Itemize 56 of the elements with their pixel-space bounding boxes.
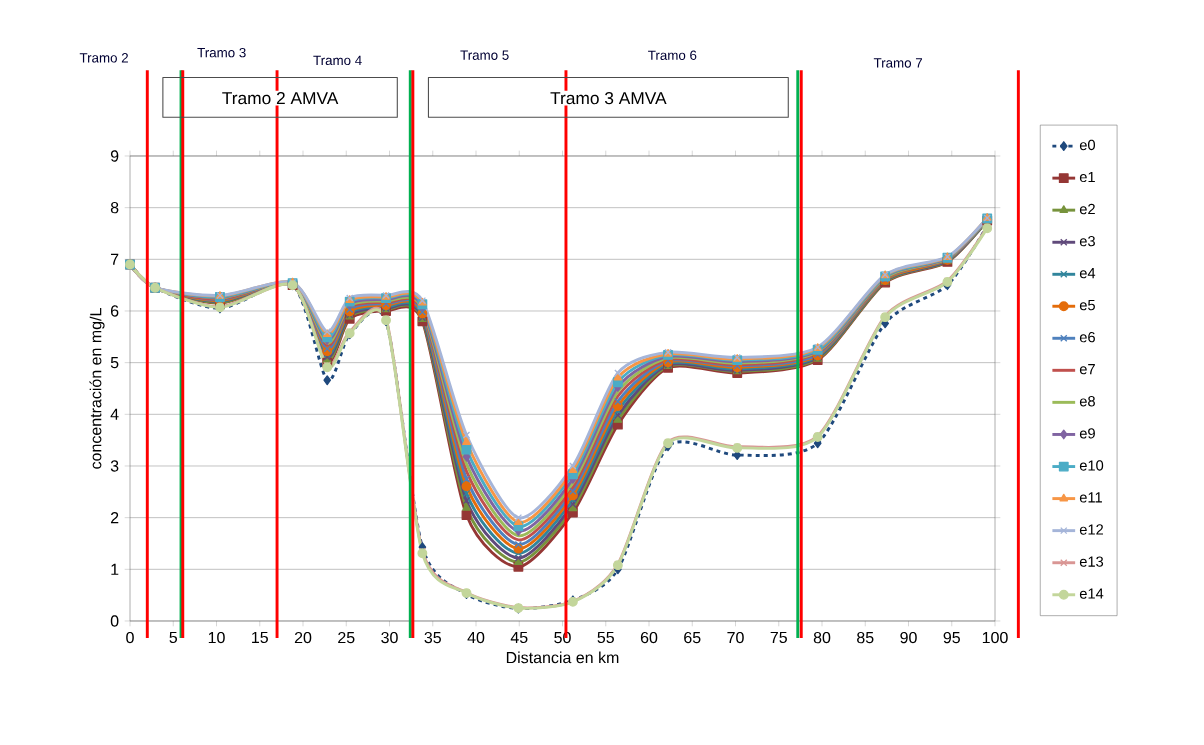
x-tick-label: 90	[900, 631, 917, 644]
text: Tramo 2	[79, 53, 128, 63]
y-axis-title: concentración en mg/L	[89, 308, 105, 469]
x-tick-label: 55	[597, 631, 614, 644]
legend-label: e12	[1079, 524, 1104, 535]
legend-label: e5	[1079, 300, 1095, 311]
text: Tramo 2 AMVA	[222, 91, 339, 105]
x-tick-label: 10	[208, 631, 225, 644]
y-tick-label: 7	[110, 253, 119, 265]
text: Tramo 7	[873, 58, 923, 68]
x-tick-label: 60	[640, 631, 658, 644]
legend-label: e8	[1079, 396, 1095, 407]
legend-label: e0	[1079, 139, 1095, 151]
y-tick-label: 9	[110, 150, 119, 162]
x-tick-label: 30	[381, 631, 398, 644]
legend-label: e14	[1079, 588, 1104, 599]
text: Tramo 3	[197, 47, 246, 58]
x-axis-title: Distancia en km	[506, 651, 619, 664]
y-tick-label: 1	[111, 563, 119, 575]
y-tick-label: 2	[110, 512, 119, 524]
y-tick-label: 8	[110, 202, 119, 214]
legend-label: e4	[1079, 268, 1096, 279]
legend-label: e9	[1079, 428, 1095, 439]
x-tick-label: 80	[813, 631, 831, 644]
legend-label: e1	[1079, 171, 1095, 183]
y-tick-label: 0	[110, 615, 119, 627]
x-tick-label: 65	[684, 631, 701, 644]
y-tick-label: 5	[110, 357, 119, 369]
x-tick-label: 70	[727, 631, 744, 644]
x-tick-label: 45	[510, 631, 528, 644]
x-tick-label: 95	[943, 631, 960, 644]
text: Tramo 5	[460, 50, 509, 60]
y-tick-label: 6	[110, 305, 119, 317]
text: Tramo 3 AMVA	[550, 91, 667, 105]
x-tick-label: 85	[857, 631, 874, 644]
x-tick-label: 35	[424, 631, 441, 644]
legend-label: e7	[1079, 364, 1095, 375]
x-tick-label: 20	[294, 631, 312, 644]
legend-label: e6	[1079, 331, 1095, 343]
legend-label: e3	[1079, 235, 1095, 247]
x-tick-label: 75	[770, 631, 787, 644]
y-tick-label: 4	[110, 408, 119, 420]
x-tick-label: 15	[252, 631, 268, 644]
legend-label: e11	[1079, 492, 1102, 503]
y-tick-label: 3	[110, 460, 119, 472]
x-tick-label: 25	[338, 631, 355, 644]
text: Tramo 4	[313, 55, 362, 66]
legend-label: e10	[1079, 460, 1104, 471]
x-tick-label: 50	[554, 631, 571, 644]
x-tick-label: 100	[982, 631, 1008, 644]
x-tick-label: 40	[467, 631, 485, 644]
text: Tramo 6	[648, 50, 697, 60]
x-tick-label: 0	[126, 631, 134, 644]
legend-label: e13	[1079, 556, 1104, 567]
legend-label: e2	[1079, 203, 1095, 215]
x-tick-label: 5	[169, 631, 178, 644]
